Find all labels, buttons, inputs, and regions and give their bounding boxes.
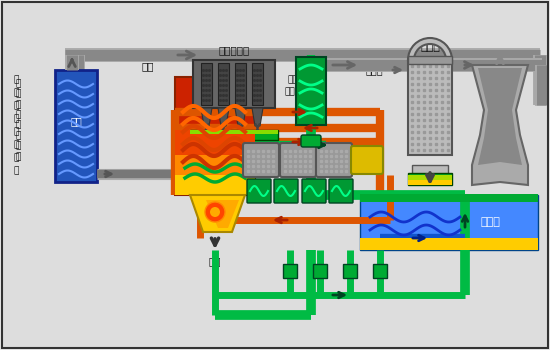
FancyBboxPatch shape <box>302 179 326 203</box>
Bar <box>408 56 452 64</box>
FancyBboxPatch shape <box>243 143 279 177</box>
FancyBboxPatch shape <box>274 179 298 203</box>
Text: 热: 热 <box>13 154 19 162</box>
Bar <box>190 130 278 134</box>
Text: 干灰: 干灰 <box>228 144 240 154</box>
Text: 石膏: 石膏 <box>424 193 436 203</box>
Polygon shape <box>201 108 212 126</box>
Text: 石灰石: 石灰石 <box>365 65 383 75</box>
Text: 冷却塔: 冷却塔 <box>480 217 500 227</box>
Bar <box>175 130 255 155</box>
Bar <box>360 238 538 250</box>
Bar <box>313 264 327 278</box>
FancyBboxPatch shape <box>247 179 271 203</box>
Text: 烟气: 烟气 <box>142 61 154 71</box>
Bar <box>343 264 357 278</box>
Polygon shape <box>472 65 528 185</box>
Text: 低温
省煤器: 低温 省煤器 <box>285 76 301 96</box>
Bar <box>201 63 212 105</box>
Text: 回: 回 <box>13 76 19 84</box>
Text: 煤气: 煤气 <box>70 116 82 126</box>
Bar <box>408 173 452 185</box>
Polygon shape <box>478 68 522 165</box>
Polygon shape <box>252 108 263 126</box>
Text: 发电机: 发电机 <box>360 155 375 164</box>
Circle shape <box>210 207 220 217</box>
Bar <box>408 180 452 185</box>
Text: 式: 式 <box>13 102 19 111</box>
Polygon shape <box>206 200 239 228</box>
Text: 气: 气 <box>13 127 19 136</box>
Polygon shape <box>218 108 229 126</box>
Bar <box>175 77 255 195</box>
Text: 脱硫塔: 脱硫塔 <box>420 42 440 52</box>
Text: 空: 空 <box>13 114 19 124</box>
Bar <box>218 63 229 105</box>
Bar <box>408 60 452 155</box>
Text: 器: 器 <box>13 167 19 175</box>
FancyBboxPatch shape <box>280 143 316 177</box>
Bar <box>373 264 387 278</box>
Bar <box>412 165 448 175</box>
Bar <box>360 194 538 202</box>
Text: 干灰: 干灰 <box>209 256 221 266</box>
FancyBboxPatch shape <box>329 179 353 203</box>
Text: 预: 预 <box>13 140 19 149</box>
Bar <box>408 175 452 180</box>
Text: 十灰: 十灰 <box>194 180 206 190</box>
Bar <box>193 60 275 108</box>
Circle shape <box>205 202 225 222</box>
Text: 静电除尘器: 静电除尘器 <box>218 45 250 55</box>
Bar <box>360 195 538 250</box>
Bar <box>296 57 326 125</box>
Polygon shape <box>190 195 245 232</box>
FancyBboxPatch shape <box>316 143 352 177</box>
Bar <box>175 165 255 195</box>
Bar <box>283 264 297 278</box>
Polygon shape <box>235 108 246 126</box>
FancyBboxPatch shape <box>301 135 321 147</box>
Bar <box>190 130 278 140</box>
Wedge shape <box>408 38 452 60</box>
FancyBboxPatch shape <box>351 146 383 174</box>
Bar <box>252 63 263 105</box>
Bar <box>235 63 246 105</box>
Bar <box>55 70 97 182</box>
Text: 转: 转 <box>13 89 19 98</box>
Bar <box>175 150 255 175</box>
Text: 回
转
式
空
气
预
热
器: 回 转 式 空 气 预 热 器 <box>15 79 21 161</box>
